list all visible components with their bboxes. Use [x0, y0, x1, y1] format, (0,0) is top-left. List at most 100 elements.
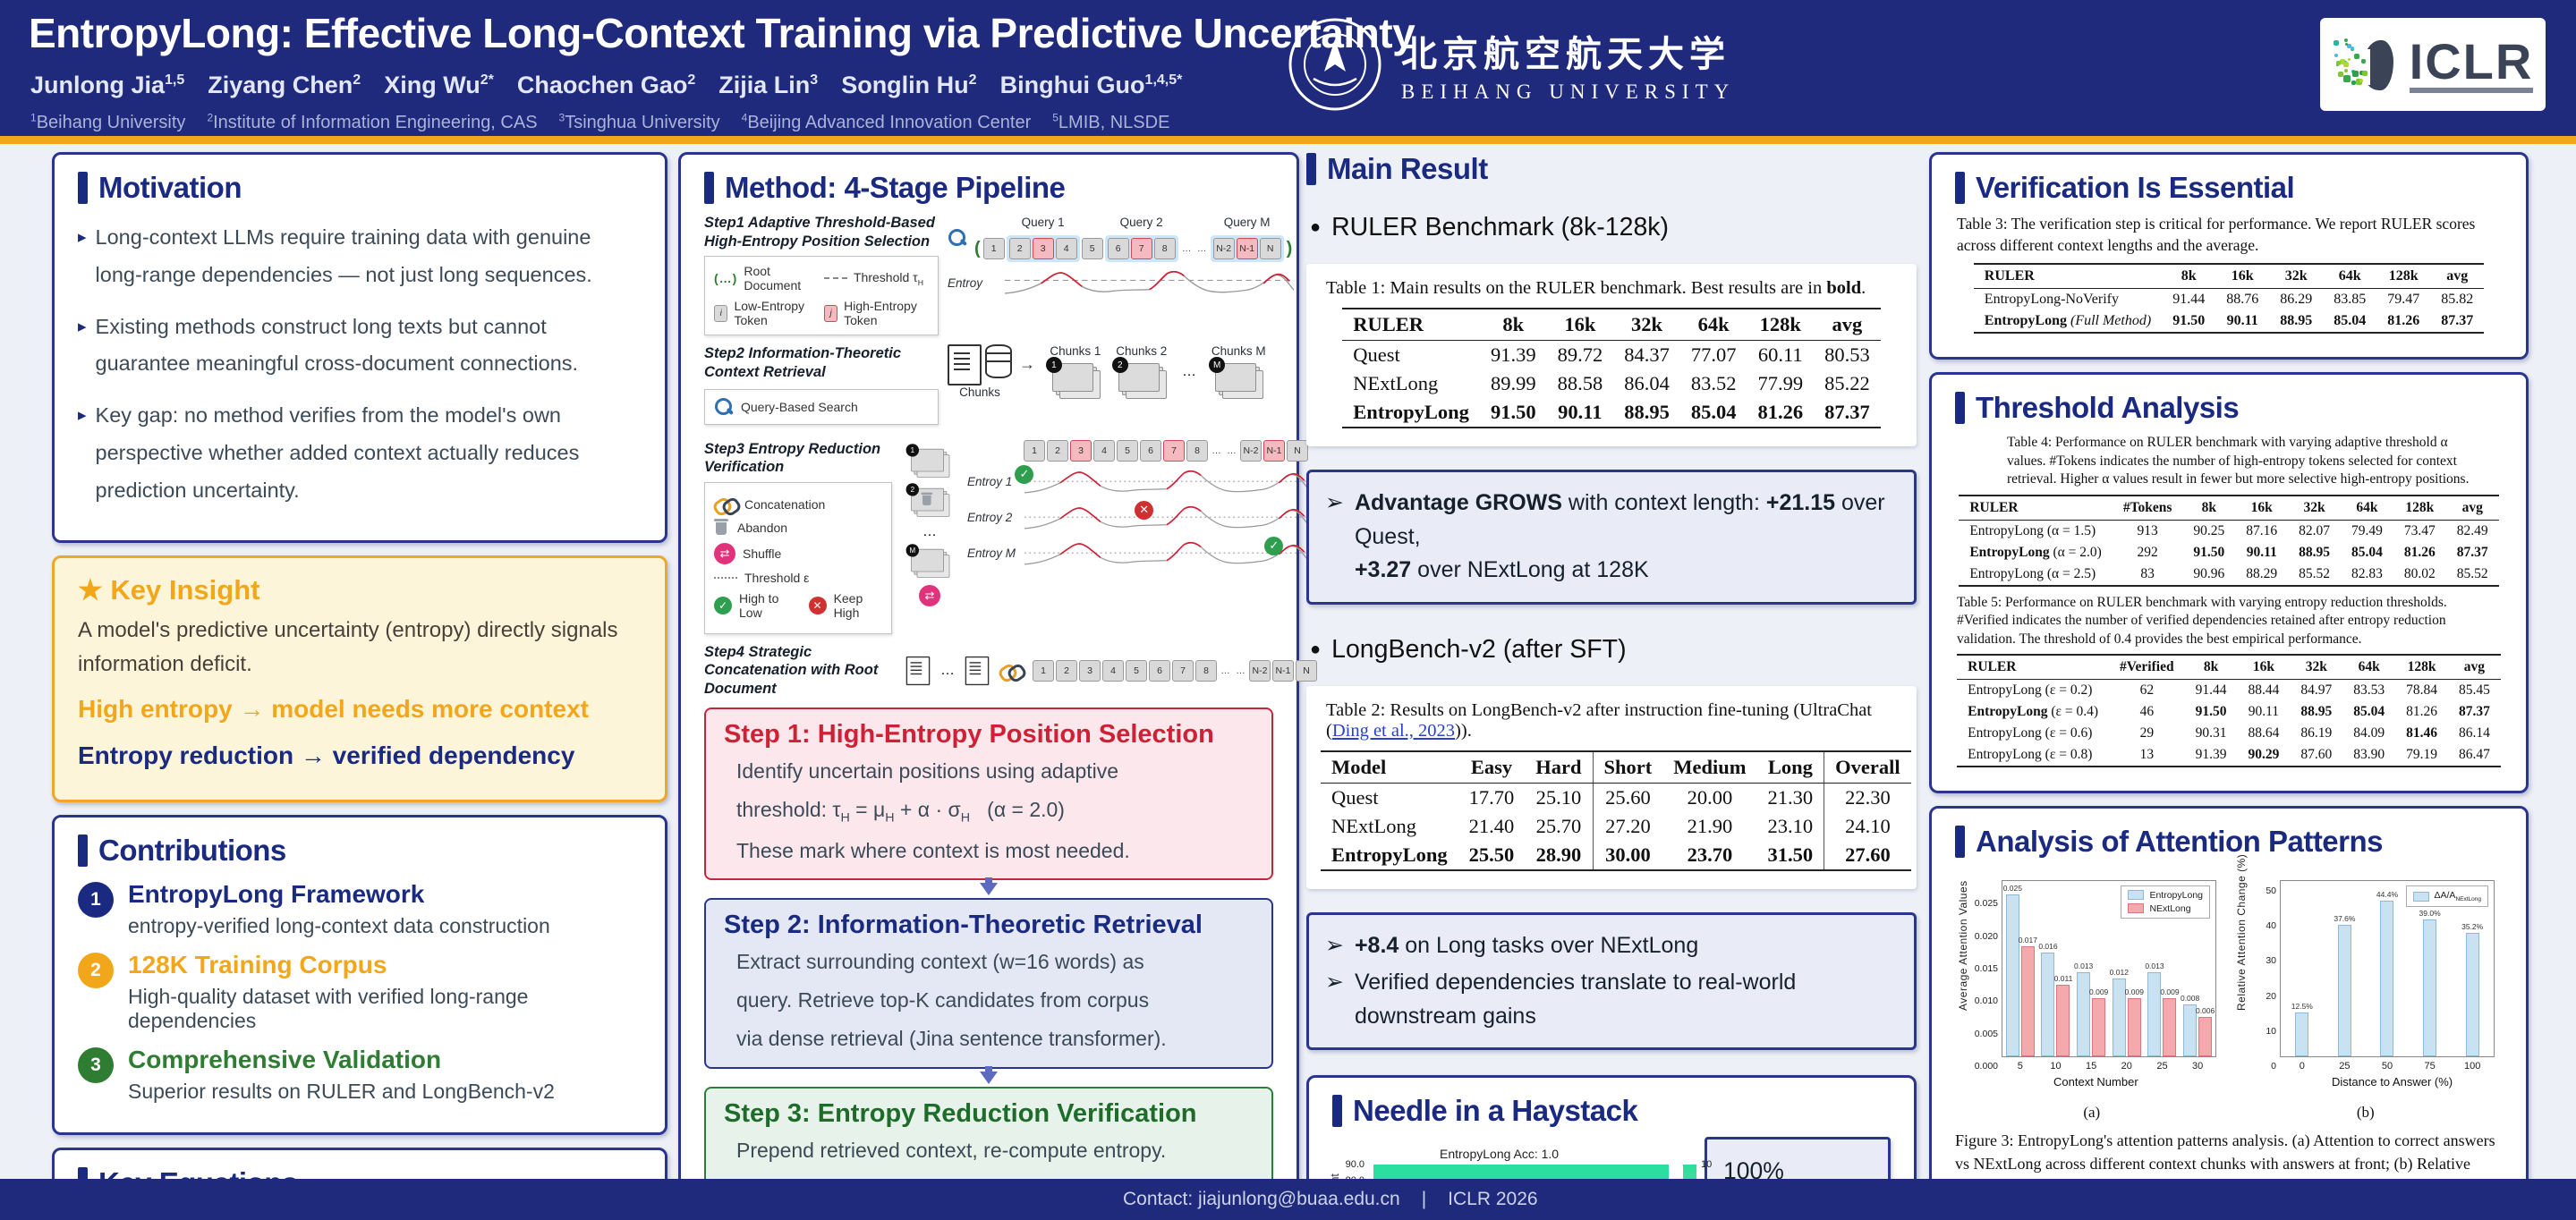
beihang-seal-icon [1287, 16, 1383, 113]
high-entropy-token-icon: j [824, 305, 837, 322]
bar-ΔA/A_NExtLong: 44.4% [2380, 901, 2393, 1056]
entropy-curve-main: Entroy [948, 267, 1294, 298]
table4-caption: Table 4: Performance on RULER benchmark … [2007, 434, 2472, 488]
token-cell: N [1287, 440, 1308, 462]
contact-email[interactable]: Contact: jiajunlong@buaa.edu.cn [1123, 1189, 1400, 1210]
low-entropy-token-icon: i [714, 305, 727, 322]
search-icon [948, 228, 967, 248]
check-icon: ✓ [1015, 465, 1033, 484]
link-icon [999, 663, 1023, 679]
document-icon [948, 344, 982, 385]
verification-section: Verification Is Essential Table 3: The v… [1929, 152, 2529, 360]
token-cell: 4 [1093, 440, 1115, 462]
token-cell: 7 [1172, 660, 1194, 682]
token-cell: N-2 [1213, 238, 1235, 259]
citation-link[interactable]: Ding et al., 2023 [1332, 721, 1455, 741]
authors-line: Junlong Jia1,5 Ziyang Chen2 Xing Wu2* Chaoc… [30, 72, 1205, 99]
affiliation: 3Tsinghua University [559, 113, 720, 132]
token-cell: 8 [1186, 440, 1208, 462]
affiliation: 1Beihang University [30, 113, 185, 132]
high-entropy-token: 7 [1131, 238, 1152, 259]
affiliation: 5LMIB, NLSDE [1052, 113, 1169, 132]
query-token-group: Query M N-2 N-1 N [1211, 235, 1284, 262]
token-cell: … [1210, 441, 1223, 461]
token-strip-step4: 1 2 3 4 5 6 7 8…… N-2 N-1 N [1032, 660, 1318, 682]
author: Songlin Hu2 [841, 72, 976, 98]
abandoned-chunk-stack: 2 [911, 487, 948, 514]
token-cell: 1 [1033, 660, 1054, 682]
step3-legend: Concatenation Abandon ⇄ Shuffle Threshold… [704, 482, 892, 634]
entropy-verification-rows: Entroy 1 ✓ Entroy 2 ✕ Entroy M ✓ [967, 467, 1309, 569]
column-left: Motivation ▸ Long-context LLMs require tr… [52, 152, 667, 1220]
header: EntropyLong: Effective Long-Context Trai… [0, 0, 2576, 136]
token-cell: … [1180, 239, 1194, 258]
iclr-head-icon [2333, 33, 2395, 96]
entropy-verification-curve: Entroy 1 ✓ [967, 467, 1309, 497]
ruler-note: ➢ Advantage GROWS with context length: +2… [1306, 470, 1917, 605]
token-cell: … [1195, 239, 1209, 258]
table2-longbench: Model Easy Hard Short Medium Long Overall Quest… [1321, 750, 1911, 871]
table-row: NExtLong 21.40 25.70 27.20 21.90 23.10 24.10 [1321, 812, 1911, 841]
table3-caption: Table 3: The verification step is critic… [1957, 214, 2503, 256]
root-document-icon: (…) [714, 271, 737, 285]
token-cell: N-1 [1272, 660, 1294, 682]
longbench-heading: ● LongBench-v2 (after SFT) [1310, 635, 1917, 665]
table-row: EntropyLong-NoVerify 91.44 88.76 86.29 83.85… [1974, 289, 2484, 311]
query-label: Query 1 [1022, 216, 1065, 229]
token-cell: 5 [1126, 660, 1147, 682]
beihang-name-cn: 北京航空航天大学 [1401, 25, 1735, 77]
token-cell: 5 [1117, 440, 1138, 462]
arrow-right-icon: → [1019, 355, 1035, 374]
diagram-step4-label: Step4 Strategic Concatenation with Root … [704, 643, 892, 699]
table5-caption: Table 5: Performance on RULER benchmark … [1957, 594, 2494, 648]
token-cell: 2 [1056, 660, 1077, 682]
motivation-title: Motivation [98, 171, 242, 205]
token-cell: 8 [1195, 660, 1217, 682]
column-analysis: Verification Is Essential Table 3: The v… [1929, 152, 2529, 1220]
table-row: EntropyLong (α = 1.5) 913 90.25 87.16 82.07 7… [1959, 520, 2498, 542]
diagram-step1-label: Step1 Adaptive Threshold-Based High-Entr… [704, 214, 939, 250]
footer: Contact: jiajunlong@buaa.edu.cn | ICLR 2… [0, 1179, 2576, 1220]
attention-section: Analysis of Attention Patterns Average A… [1929, 806, 2529, 1220]
title-bar [1332, 1095, 1342, 1127]
affiliations-line: 1Beihang University 2Institute of Informa… [30, 111, 1191, 133]
shuffle-icon: ⇄ [919, 585, 940, 606]
high-entropy-token: 3 [1070, 440, 1092, 462]
motivation-section: Motivation ▸ Long-context LLMs require tr… [52, 152, 667, 543]
bar-NExtLong: 0.017 [2021, 946, 2035, 1056]
title-bar [1955, 172, 1965, 204]
table-row: EntropyLong (ε = 0.4) 46 91.50 90.11 88.95 85… [1957, 701, 2501, 723]
query-token-group: Query 1 234 [1007, 235, 1080, 262]
diagram-step2-label: Step2 Information-Theoretic Context Retr… [704, 344, 939, 381]
bar-EntropyLong: 0.016 [2041, 953, 2054, 1056]
title-bar [1306, 153, 1316, 185]
iclr-logo: ICLR [2320, 18, 2546, 111]
table5-epsilon: RULER #Verified 8k 16k 32k 64k 128k avg EntropyL… [1957, 654, 2501, 767]
chunk-stack-m: M [911, 548, 948, 575]
query-search-icon [714, 397, 734, 417]
needle-title: Needle in a Haystack [1353, 1094, 1637, 1128]
entropy-verification-curve: Entroy 2 ✕ [967, 503, 1309, 533]
step2-legend: Query-Based Search [704, 389, 939, 425]
accent-bar [0, 136, 2576, 144]
title-bar [78, 172, 88, 204]
affiliation: 4Beijing Advanced Innovation Center [742, 113, 1032, 132]
token-cell: … [1219, 661, 1232, 681]
attention-chart-b: Relative Attention Change (%) 12.5% 0 37.6%… [2233, 868, 2503, 1102]
token-cell: 2 [1009, 238, 1031, 259]
bar-EntropyLong: 0.012 [2113, 979, 2126, 1056]
affiliation: 2Institute of Information Engineering, C… [207, 113, 537, 132]
token-cell: N-2 [1249, 660, 1271, 682]
trash-icon [714, 519, 730, 537]
bar-ΔA/A_NExtLong: 37.6% [2338, 925, 2351, 1056]
table-row: EntropyLong 25.50 28.90 30.00 23.70 31.50 27.6… [1321, 841, 1911, 870]
table1-card: Table 1: Main results on the RULER bench… [1306, 264, 1917, 446]
query-label: Query 2 [1120, 216, 1163, 229]
title-bar [1955, 826, 1965, 858]
key-insight-line1: High entropy → model needs more context [78, 690, 642, 730]
token-strip-step3: 1 2 3 4 5 6 7 8…… N-2 N-1 N [1023, 440, 1309, 462]
bar-EntropyLong: 0.025 [2006, 894, 2019, 1056]
token-cell: 5 [1082, 238, 1103, 259]
token-cell: … [1234, 661, 1247, 681]
table2-caption: Table 2: Results on LongBench-v2 after i… [1326, 700, 1902, 741]
